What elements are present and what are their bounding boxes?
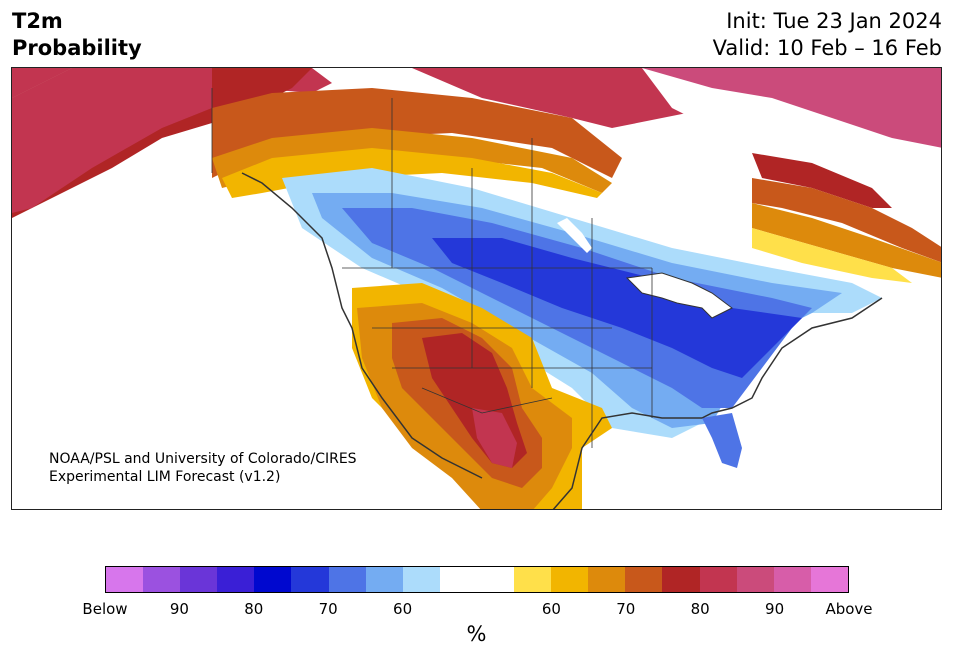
colorbar-swatch — [143, 567, 181, 592]
colorbar-tick-label: 90 — [169, 600, 189, 618]
colorbar-swatch — [476, 567, 515, 592]
colorbar-swatch — [810, 567, 848, 592]
colorbar-swatch — [662, 567, 700, 592]
colorbar-swatch — [328, 567, 366, 592]
above-50-region-labrador — [752, 228, 912, 283]
colorbar-tick-label: 60 — [541, 600, 561, 618]
colorbar-swatch — [551, 567, 589, 592]
above-90-region-arctic — [642, 68, 941, 148]
credit-line-1: NOAA/PSL and University of Colorado/CIRE… — [49, 451, 357, 467]
forecast-credit: NOAA/PSL and University of Colorado/CIRE… — [49, 450, 357, 486]
map-canvas — [12, 68, 941, 509]
colorbar-tick-label: 80 — [244, 600, 264, 618]
colorbar-swatch — [736, 567, 774, 592]
colorbar-swatch — [402, 567, 440, 592]
below-80-band — [432, 238, 802, 378]
colorbar-swatch — [365, 567, 403, 592]
colorbar-swatch — [699, 567, 737, 592]
valid-date-label: Valid: 10 Feb – 16 Feb — [712, 36, 942, 60]
colorbar-tick-label: Above — [825, 600, 873, 618]
political-borders — [211, 88, 653, 448]
colorbar-swatch — [254, 567, 292, 592]
probability-colorbar — [105, 566, 849, 593]
colorbar-swatch — [514, 567, 552, 592]
colorbar-unit-label: % — [466, 622, 487, 646]
above-60-band-north — [212, 128, 612, 193]
above-50-band-north — [222, 148, 602, 198]
colorbar-swatch — [291, 567, 329, 592]
below-70-region-florida — [702, 413, 742, 468]
colorbar-tick-label: 60 — [393, 600, 413, 618]
colorbar-swatch — [106, 567, 144, 592]
credit-line-2: Experimental LIM Forecast (v1.2) — [49, 469, 281, 485]
colorbar-swatch — [180, 567, 218, 592]
coastline-east — [701, 297, 883, 419]
colorbar-tick-label: 80 — [690, 600, 710, 618]
colorbar-tick-label: 70 — [318, 600, 338, 618]
coastline-west — [241, 172, 483, 479]
init-date-label: Init: Tue 23 Jan 2024 — [726, 9, 942, 33]
colorbar-swatch — [217, 567, 255, 592]
forecast-map: NOAA/PSL and University of Colorado/CIRE… — [11, 67, 942, 510]
above-60-region-labrador — [752, 203, 941, 278]
colorbar-tick-label: Below — [82, 600, 128, 618]
above-80-region-labrador — [752, 153, 892, 208]
gulf-coast — [552, 412, 702, 509]
forecast-dates: Init: Tue 23 Jan 2024 Valid: 10 Feb – 16… — [713, 8, 942, 62]
above-90-region-alaska-core — [12, 68, 212, 213]
map-title: T2m Probability — [12, 8, 142, 62]
colorbar-swatch — [588, 567, 626, 592]
title-line-2: Probability — [12, 36, 142, 60]
colorbar-swatch — [439, 567, 477, 592]
colorbar-ticks: Below 90 80 70 60 60 70 80 90 Above — [0, 600, 953, 620]
above-90-region-southwest — [472, 408, 517, 468]
great-lakes — [625, 272, 733, 319]
above-70-region-labrador — [752, 178, 941, 263]
colorbar-swatch — [773, 567, 811, 592]
colorbar-tick-label: 70 — [616, 600, 636, 618]
lake-winnipeg — [557, 218, 592, 253]
colorbar-swatch — [625, 567, 663, 592]
above-80-region-arctic — [412, 68, 712, 138]
colorbar-tick-label: 90 — [765, 600, 785, 618]
title-line-1: T2m — [12, 9, 63, 33]
hudson-bay — [612, 108, 752, 188]
